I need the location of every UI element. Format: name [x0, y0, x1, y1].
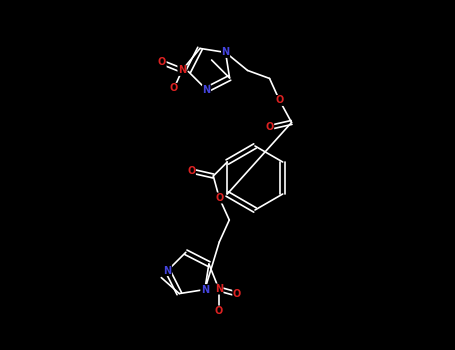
- Text: N: N: [215, 284, 223, 294]
- Text: O: O: [215, 306, 223, 316]
- Text: N: N: [202, 85, 211, 95]
- Text: O: O: [170, 83, 178, 93]
- Text: O: O: [233, 289, 241, 299]
- Text: O: O: [265, 122, 273, 132]
- Text: O: O: [215, 193, 223, 203]
- Text: N: N: [222, 48, 230, 57]
- Text: N: N: [178, 65, 186, 75]
- Text: O: O: [187, 166, 195, 176]
- Text: O: O: [158, 57, 166, 68]
- Text: O: O: [275, 96, 283, 105]
- Text: N: N: [201, 285, 209, 295]
- Text: N: N: [163, 266, 172, 275]
